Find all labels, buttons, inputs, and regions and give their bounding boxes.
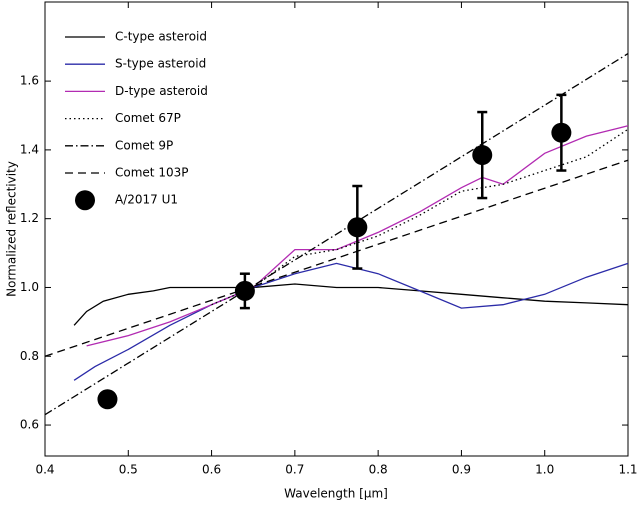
y-tick-label: 1.6 (20, 74, 39, 88)
legend-label: Comet 9P (115, 138, 173, 152)
series-line (73, 262, 629, 381)
x-axis-label: Wavelength [μm] (284, 487, 388, 501)
x-tick-label: 0.9 (452, 463, 471, 477)
data-point (472, 145, 493, 166)
y-tick-label: 0.6 (20, 418, 39, 432)
y-tick-label: 1.2 (20, 211, 39, 225)
legend-label: D-type asteroid (115, 84, 208, 98)
series-line (86, 125, 629, 347)
x-tick-label: 0.8 (369, 463, 388, 477)
series-line (44, 159, 629, 357)
data-point (551, 122, 572, 143)
x-tick-label: 0.7 (285, 463, 304, 477)
x-tick-label: 0.5 (119, 463, 138, 477)
series-line (211, 128, 629, 306)
y-tick-label: 1.4 (20, 142, 39, 156)
x-tick-label: 0.6 (202, 463, 221, 477)
data-point (97, 389, 118, 410)
plot-frame (44, 1, 629, 457)
legend-marker (75, 190, 95, 211)
legend-label: A/2017 U1 (115, 193, 178, 207)
x-tick-label: 0.4 (35, 463, 54, 477)
legend-label: C-type asteroid (115, 30, 207, 44)
x-tick-label: 1.0 (535, 463, 554, 477)
data-point (347, 217, 368, 238)
y-axis-label: Normalized reflectivity (5, 161, 19, 297)
series-line (44, 53, 629, 416)
legend-label: Comet 103P (115, 166, 188, 180)
x-tick-label: 1.1 (618, 463, 637, 477)
series-line (73, 283, 629, 326)
legend-label: Comet 67P (115, 111, 181, 125)
y-tick-label: 1.0 (20, 280, 39, 294)
data-point (234, 280, 255, 301)
y-tick-label: 0.8 (20, 349, 39, 363)
legend-label: S-type asteroid (115, 57, 206, 71)
